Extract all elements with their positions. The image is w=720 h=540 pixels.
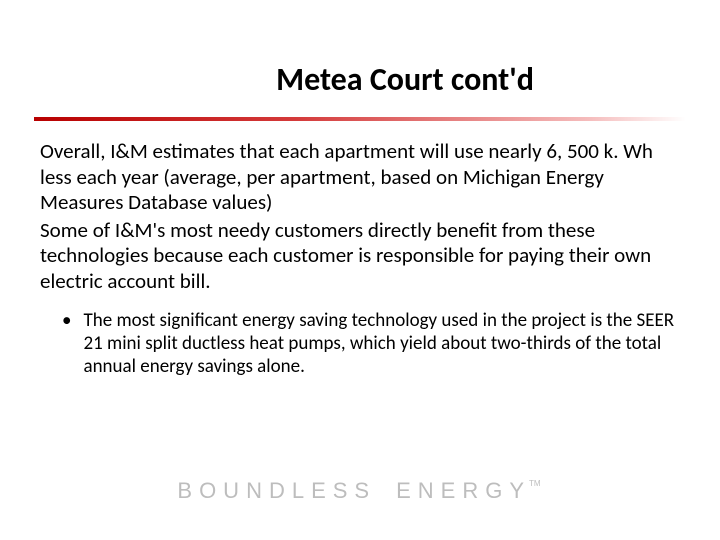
bullet-block: • The most significant energy saving tec… [0, 297, 720, 379]
body-text-block: Overall, I&M estimates that each apartme… [0, 139, 720, 295]
bullet-text: The most significant energy saving techn… [83, 309, 676, 379]
slide-title: Metea Court cont'd [0, 0, 720, 117]
title-divider [34, 117, 686, 121]
slide-container: Metea Court cont'd Overall, I&M estimate… [0, 0, 720, 540]
trademark-symbol: TM [529, 479, 541, 488]
paragraph-2: Some of I&M's most needy customers direc… [40, 218, 680, 295]
footer-brand: BOUNDLESS ENERGYTM [0, 478, 720, 504]
brand-word-2: ENERGY [396, 478, 531, 503]
brand-word-1: BOUNDLESS [177, 478, 376, 503]
bullet-item: • The most significant energy saving tec… [60, 309, 676, 379]
paragraph-1: Overall, I&M estimates that each apartme… [40, 139, 680, 216]
bullet-dot-icon: • [60, 309, 83, 379]
